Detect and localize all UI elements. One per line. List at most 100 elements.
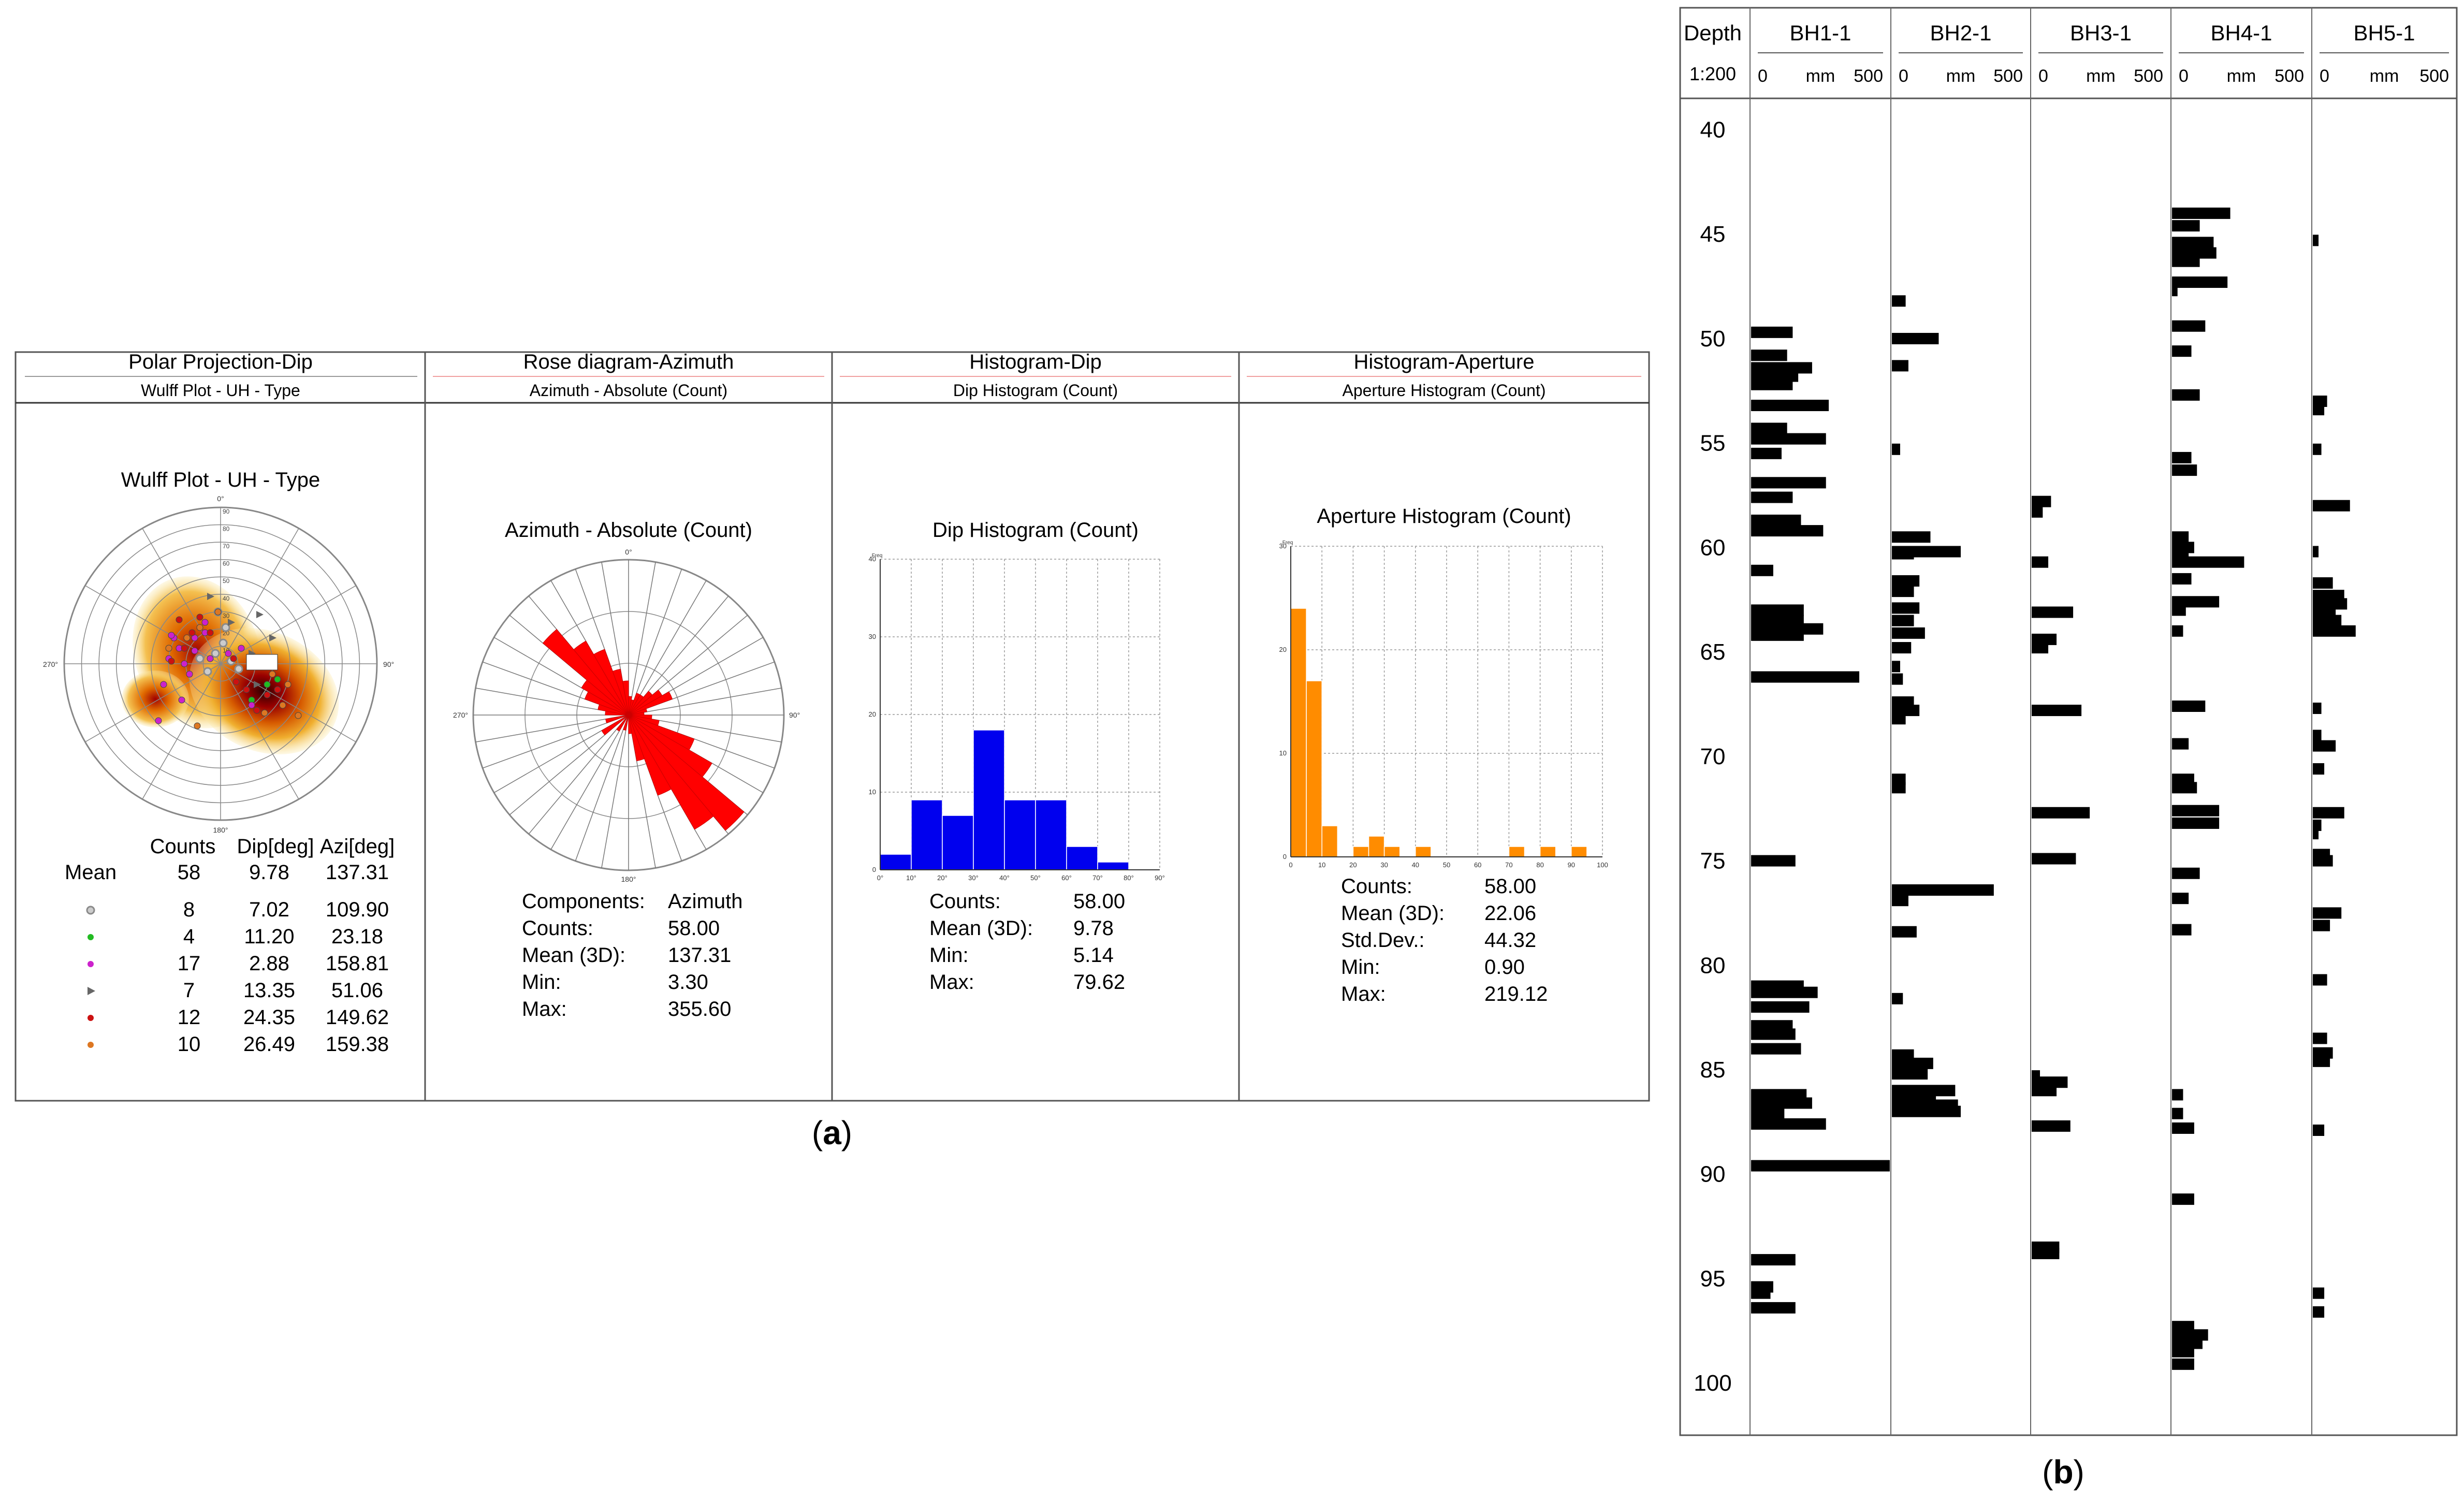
polar-spoke <box>220 528 299 664</box>
stat-value: 5.14 <box>1073 944 1114 967</box>
pole-point <box>195 654 205 663</box>
x-tick-label: 20° <box>937 874 947 882</box>
aperture-histogram: Aperture Histogram (Count) 0 10 20 30 40 50 60… <box>1279 505 1608 1005</box>
axis-min-label: 0 <box>1758 66 1768 86</box>
y-tick-label: 30 <box>1279 542 1287 550</box>
table-dip-cell: 24.35 <box>243 1006 295 1029</box>
aperture-hist-title: Aperture Histogram (Count) <box>1317 505 1571 528</box>
fracture-bar <box>2313 807 2344 819</box>
stat-value: 79.62 <box>1073 971 1125 994</box>
table-azi-cell: 51.06 <box>331 979 383 1002</box>
polar-ring-label: 30 <box>223 612 230 619</box>
x-tick-label: 40° <box>999 874 1010 882</box>
histogram-bar <box>973 730 1005 870</box>
rose-spoke <box>628 688 782 716</box>
depth-tick-label: 70 <box>1700 744 1726 769</box>
fracture-bar <box>2313 1032 2327 1044</box>
pole-point <box>181 645 188 652</box>
pole-point <box>176 616 183 623</box>
fracture-bar <box>1892 627 1925 639</box>
fracture-bar <box>1892 993 1903 1004</box>
pole-point <box>284 681 291 688</box>
depth-tick-label: 65 <box>1700 639 1726 665</box>
fracture-bar <box>1892 615 1914 626</box>
fracture-bar <box>1751 422 1787 434</box>
depth-tick-label: 75 <box>1700 849 1726 874</box>
table-azi-cell: 109.90 <box>326 898 389 921</box>
fracture-bar <box>1892 602 1920 614</box>
fracture-bar <box>1892 575 1920 587</box>
histogram-bar <box>1352 846 1369 857</box>
pole-point <box>254 681 261 688</box>
rose-spoke <box>601 714 629 868</box>
table-azi-cell: 149.62 <box>326 1006 389 1029</box>
panel-a: Polar Projection-Dip Wulff Plot - UH - T… <box>14 351 1650 1151</box>
dip-stats: Counts: 58.00 Mean (3D): 9.78 Min: 5.14 Max: 79… <box>929 890 1125 994</box>
fracture-bar <box>2032 642 2049 654</box>
fracture-bar <box>1892 1068 1928 1080</box>
x-tick-label: 30 <box>1380 861 1388 869</box>
rose-angle-label: 90° <box>789 711 800 719</box>
caption-a-letter: a <box>823 1114 841 1151</box>
polar-ring-label: 60 <box>223 560 230 567</box>
stat-value: Azimuth <box>668 890 743 913</box>
depth-tick-label: 40 <box>1700 118 1726 143</box>
dip-histogram: Dip Histogram (Count) 0° 10° 20° 30° 40° 50° 6… <box>869 519 1165 994</box>
rose-sector <box>573 640 629 716</box>
fracture-bar <box>1751 1107 1785 1119</box>
histogram-bar <box>1097 862 1129 870</box>
fracture-bar <box>2172 1358 2194 1370</box>
axis-unit-label: mm <box>2227 66 2256 86</box>
polar-angle-label: 0° <box>217 494 224 503</box>
fracture-bar <box>2313 546 2319 558</box>
pole-point <box>230 655 237 662</box>
histogram-bar <box>1066 846 1098 870</box>
fracture-bar <box>1751 400 1829 412</box>
rose-spoke <box>475 714 629 742</box>
x-tick-label: 80° <box>1124 874 1134 882</box>
pole-point <box>186 670 193 678</box>
fracture-bar <box>1751 564 1773 576</box>
column-title: Histogram-Dip <box>969 351 1102 373</box>
fracture-bar <box>1751 1028 1796 1040</box>
pole-point <box>221 623 230 632</box>
fracture-bar <box>2313 730 2322 741</box>
fracture-bar <box>1751 1287 1771 1299</box>
stat-value: 22.06 <box>1484 902 1536 925</box>
pole-point <box>194 722 201 730</box>
fracture-bar <box>1751 514 1801 526</box>
wulff-plot: Wulff Plot - UH - Type 0°90°180°270°1020… <box>43 469 395 1056</box>
fracture-bar <box>1751 1118 1826 1130</box>
stat-label: Std.Dev.: <box>1341 929 1425 952</box>
fracture-bar <box>2172 320 2206 332</box>
axis-max-label: 500 <box>2134 66 2163 86</box>
fracture-bar <box>1892 713 1906 725</box>
borehole-name: BH5-1 <box>2353 21 2415 45</box>
stat-label: Min: <box>929 944 969 967</box>
y-tick-label: 10 <box>1279 749 1287 757</box>
fracture-bar <box>2032 1120 2071 1132</box>
pole-point <box>201 619 209 626</box>
fracture-bar <box>1751 1001 1810 1013</box>
fracture-bar <box>2172 255 2200 267</box>
pole-point <box>207 655 214 662</box>
fracture-bar <box>2313 828 2319 840</box>
table-dip-cell: 26.49 <box>243 1033 295 1056</box>
fracture-bar <box>2032 853 2076 865</box>
depth-tick-label: 90 <box>1700 1162 1726 1187</box>
stat-label: Mean (3D): <box>1341 902 1445 925</box>
fracture-bar <box>1751 433 1826 445</box>
pole-point <box>274 676 281 683</box>
polar-ring-label: 70 <box>223 543 230 550</box>
fracture-bar <box>2172 276 2228 288</box>
x-tick-label: 90° <box>1155 874 1165 882</box>
x-tick-label: 10 <box>1318 861 1325 869</box>
fracture-bar <box>1892 782 1906 794</box>
y-tick-label: 0 <box>872 866 876 873</box>
pole-point <box>165 645 172 652</box>
fracture-bar <box>1892 295 1906 307</box>
fracture-bar <box>1892 360 1908 372</box>
stat-label: Max: <box>929 971 974 994</box>
rose-title: Azimuth - Absolute (Count) <box>505 519 752 542</box>
axis-max-label: 500 <box>1993 66 2023 86</box>
